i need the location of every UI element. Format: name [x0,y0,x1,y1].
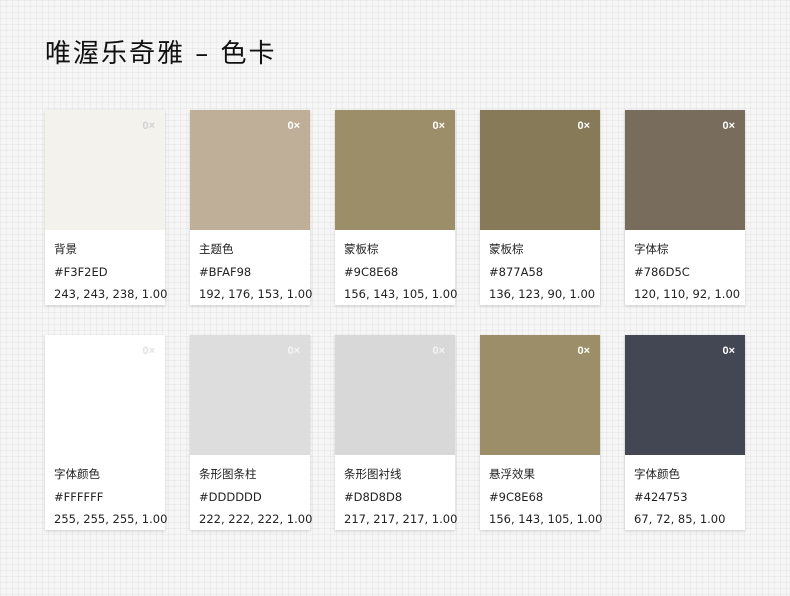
color-hex: #424753 [634,489,688,504]
color-hex: #D8D8D8 [344,489,403,504]
copy-icon[interactable]: 0× [432,120,445,132]
color-name: 背景 [54,242,77,256]
color-name: 字体颜色 [634,467,680,481]
color-name: 蒙板棕 [344,242,379,256]
copy-icon[interactable]: 0× [577,345,590,357]
color-rgba: 136, 123, 90, 1.00 [489,287,596,301]
color-card: 0× 字体颜色 #FFFFFF 255, 255, 255, 1.00 [45,335,168,530]
copy-icon[interactable]: 0× [287,120,300,132]
color-rgba: 192, 176, 153, 1.00 [199,287,313,301]
color-swatch: 0× [335,110,455,230]
color-name: 主题色 [199,242,234,256]
color-swatch: 0× [335,335,455,455]
color-rgba: 217, 217, 217, 1.00 [344,512,458,526]
page-title: 唯渥乐奇雅 – 色卡 [45,39,277,69]
color-hex: #BFAF98 [199,264,252,279]
color-hex: #DDDDDD [199,489,262,504]
color-name: 蒙板棕 [489,242,524,256]
color-name: 字体棕 [634,242,669,256]
color-card: 0× 蒙板棕 #877A58 136, 123, 90, 1.00 [480,110,600,305]
color-rgba: 222, 222, 222, 1.00 [199,512,313,526]
color-hex: #9C8E68 [344,264,399,279]
color-rgba: 255, 255, 255, 1.00 [54,512,168,526]
color-rgba: 243, 243, 238, 1.00 [54,287,168,301]
color-swatch: 0× [480,110,600,230]
color-name: 条形图衬线 [344,467,402,481]
copy-icon[interactable]: 0× [142,345,155,357]
color-card: 0× 蒙板棕 #9C8E68 156, 143, 105, 1.00 [335,110,458,305]
color-rgba: 67, 72, 85, 1.00 [634,512,726,526]
color-hex: #786D5C [634,264,690,279]
color-rgba: 120, 110, 92, 1.00 [634,287,741,301]
color-hex: #877A58 [489,264,544,279]
color-name: 条形图条柱 [199,467,257,481]
color-swatch: 0× [625,335,745,455]
color-card: 0× 悬浮效果 #9C8E68 156, 143, 105, 1.00 [480,335,603,530]
color-card: 0× 背景 #F3F2ED 243, 243, 238, 1.00 [45,110,168,305]
color-hex: #FFFFFF [54,489,104,504]
copy-icon[interactable]: 0× [432,345,445,357]
color-hex: #F3F2ED [54,264,108,279]
color-swatch: 0× [625,110,745,230]
color-name: 悬浮效果 [489,467,535,481]
copy-icon[interactable]: 0× [577,120,590,132]
color-card: 0× 主题色 #BFAF98 192, 176, 153, 1.00 [190,110,313,305]
copy-icon[interactable]: 0× [142,120,155,132]
color-card: 0× 条形图衬线 #D8D8D8 217, 217, 217, 1.00 [335,335,458,530]
color-swatch: 0× [190,335,310,455]
color-rgba: 156, 143, 105, 1.00 [344,287,458,301]
color-card: 0× 字体棕 #786D5C 120, 110, 92, 1.00 [625,110,745,305]
color-card-grid: 0× 背景 #F3F2ED 243, 243, 238, 1.00 0× 主题色… [45,110,745,530]
color-swatch: 0× [45,110,165,230]
color-swatch: 0× [190,110,310,230]
color-hex: #9C8E68 [489,489,544,504]
copy-icon[interactable]: 0× [722,120,735,132]
color-swatch: 0× [480,335,600,455]
color-rgba: 156, 143, 105, 1.00 [489,512,603,526]
color-card: 0× 条形图条柱 #DDDDDD 222, 222, 222, 1.00 [190,335,313,530]
copy-icon[interactable]: 0× [287,345,300,357]
color-card: 0× 字体颜色 #424753 67, 72, 85, 1.00 [625,335,745,530]
color-name: 字体颜色 [54,467,100,481]
copy-icon[interactable]: 0× [722,345,735,357]
color-swatch: 0× [45,335,165,455]
